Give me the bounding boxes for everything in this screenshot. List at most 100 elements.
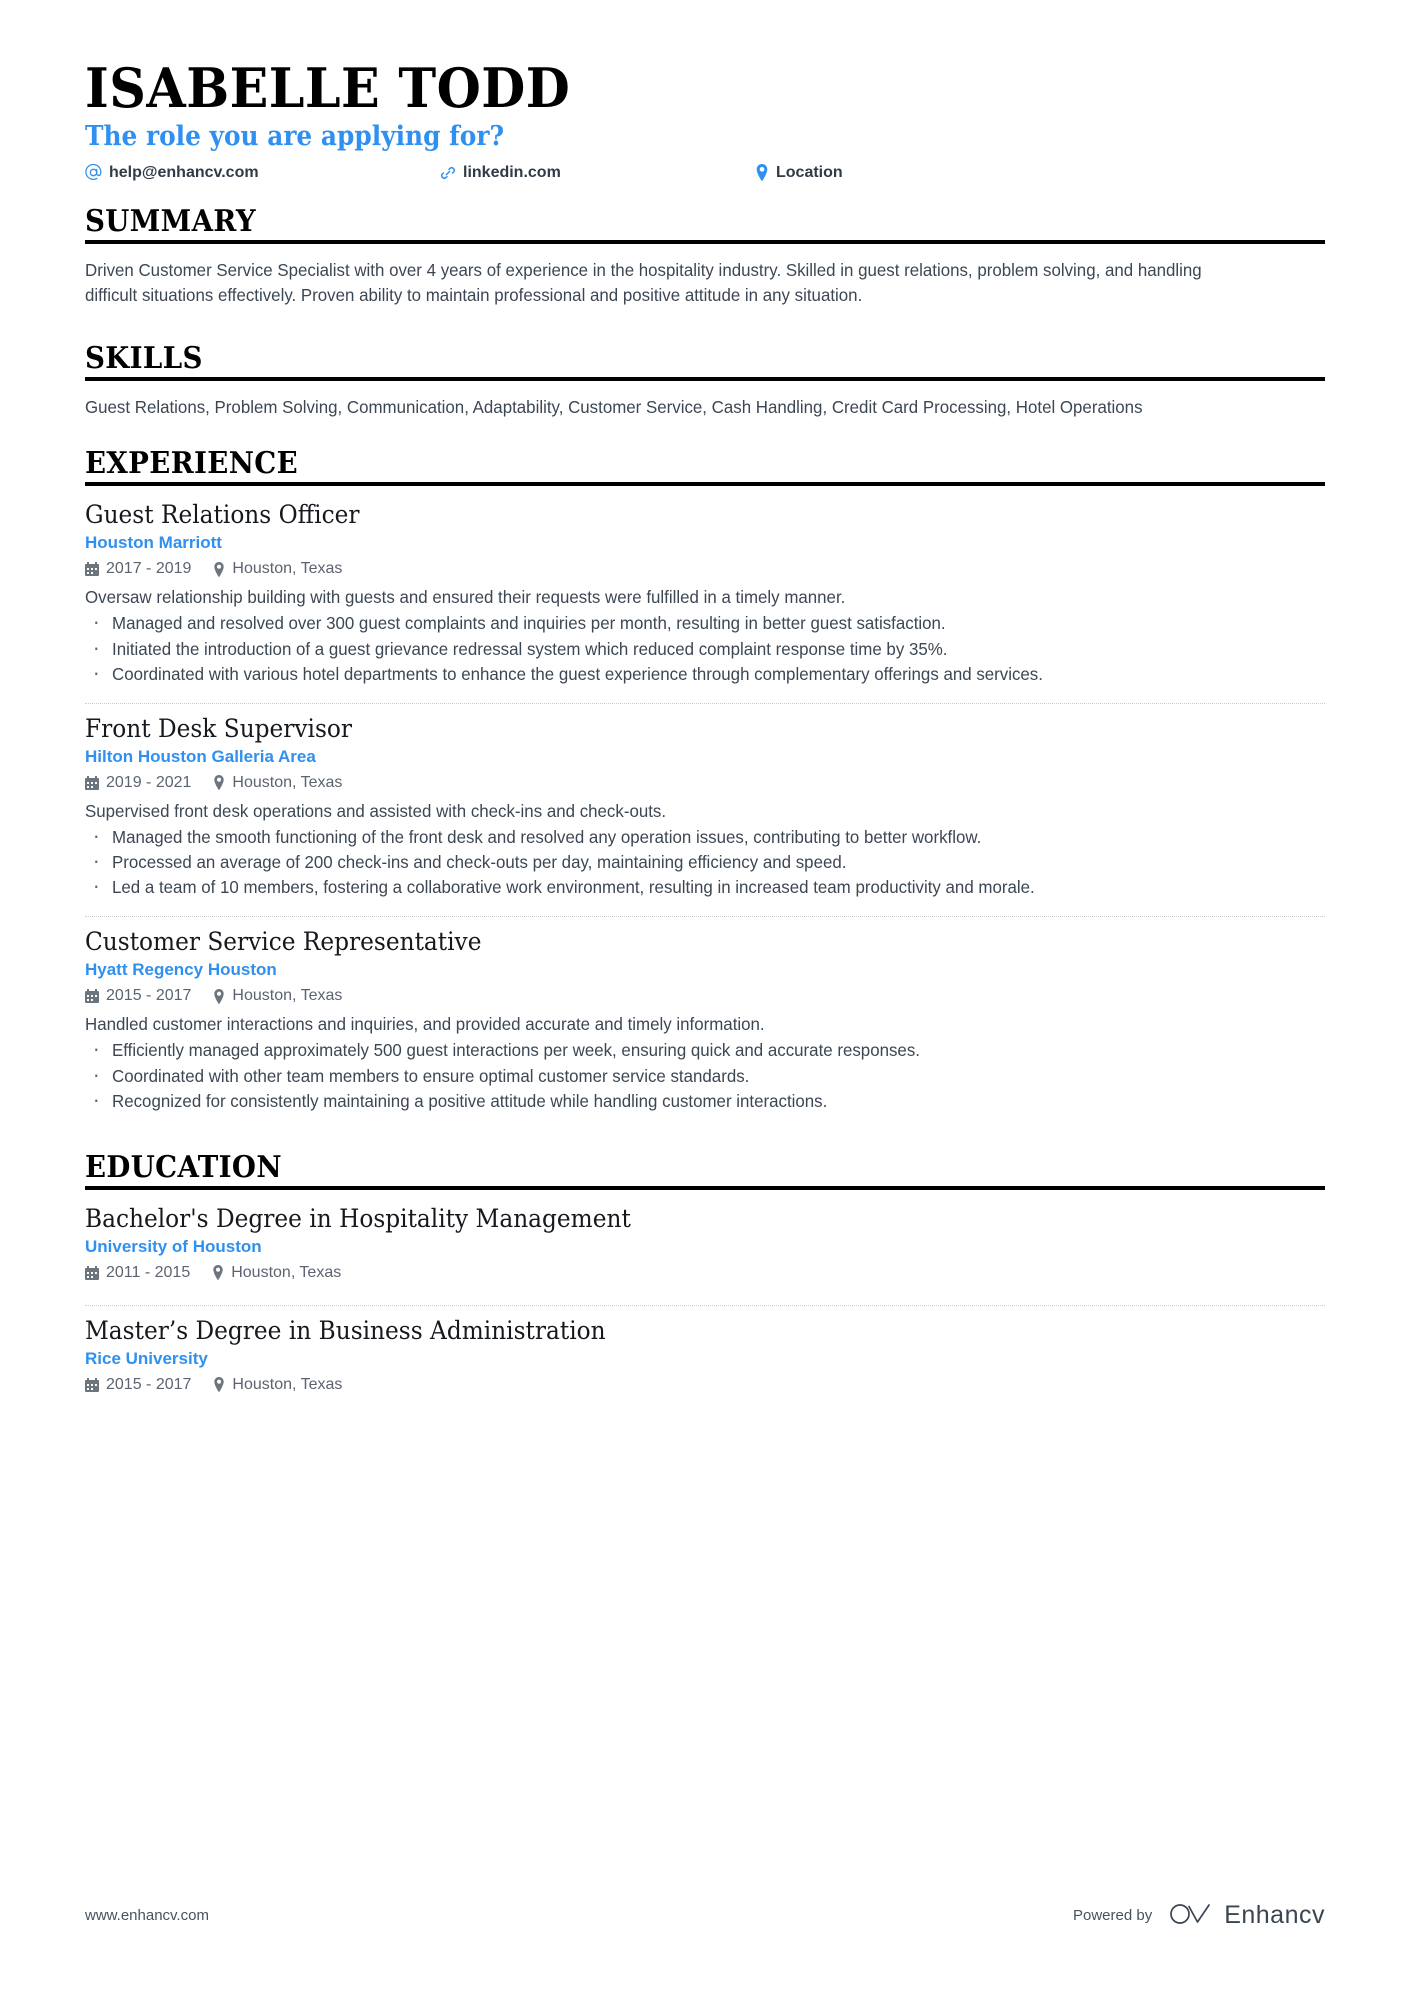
calendar-icon (85, 989, 99, 1004)
enhancv-mark-icon (1168, 1898, 1214, 1933)
meta-dates-label: 2017 - 2019 (106, 560, 192, 578)
contact-email[interactable]: help@enhancv.com (85, 164, 440, 182)
map-pin-icon (213, 775, 225, 791)
skills-text: Guest Relations, Problem Solving, Commun… (85, 397, 1143, 418)
experience-entry: Guest Relations Officer Houston Marriott… (85, 500, 1325, 693)
map-pin-icon (213, 988, 225, 1004)
meta-location-label: Houston, Texas (231, 1263, 342, 1281)
entry-meta: 2015 - 2017 Houston, Texas (85, 1376, 1325, 1394)
calendar-icon (85, 1265, 99, 1280)
meta-dates: 2015 - 2017 (85, 987, 191, 1005)
section-title-experience: EXPERIENCE (85, 446, 299, 482)
entry-description: Oversaw relationship building with guest… (85, 587, 846, 608)
experience-entry: Front Desk Supervisor Hilton Houston Gal… (85, 714, 1325, 907)
contact-email-label: help@enhancv.com (109, 163, 259, 181)
section-experience: EXPERIENCE Guest Relations Officer Houst… (85, 446, 1325, 1120)
calendar-icon (85, 562, 99, 577)
meta-dates: 2015 - 2017 (85, 1376, 191, 1394)
map-pin-icon (213, 561, 225, 577)
contact-location[interactable]: Location (755, 164, 843, 182)
section-rule (85, 482, 1325, 487)
resume-header: ISABELLE TODD The role you are applying … (85, 60, 1325, 182)
list-item: Managed the smooth functioning of the fr… (85, 822, 1257, 851)
section-skills: SKILLS Guest Relations, Problem Solving,… (85, 341, 1325, 420)
list-item: Managed and resolved over 300 guest comp… (85, 608, 1257, 637)
list-item: Led a team of 10 members, fostering a co… (85, 872, 1257, 901)
contact-linkedin-label: linkedin.com (463, 163, 561, 181)
candidate-name: ISABELLE TODD (85, 56, 571, 120)
meta-location: Houston, Texas (213, 987, 342, 1005)
meta-dates: 2019 - 2021 (85, 774, 191, 792)
degree-title: Master’s Degree in Business Administrati… (85, 1315, 606, 1345)
meta-location-label: Houston, Texas (232, 1375, 343, 1393)
entry-description: Supervised front desk operations and ass… (85, 800, 667, 821)
section-title-education: EDUCATION (85, 1149, 282, 1185)
section-rule (85, 239, 1325, 244)
job-title: Guest Relations Officer (85, 500, 360, 530)
meta-location: Houston, Texas (213, 1376, 342, 1394)
company-name[interactable]: Hilton Houston Galleria Area (85, 746, 316, 766)
entry-description: Handled customer interactions and inquir… (85, 1014, 765, 1035)
school-name[interactable]: University of Houston (85, 1236, 262, 1256)
map-pin-icon (213, 1377, 225, 1393)
job-title: Front Desk Supervisor (85, 713, 353, 743)
map-pin-icon (755, 164, 769, 182)
meta-location-label: Houston, Texas (232, 987, 343, 1005)
section-rule (85, 1185, 1325, 1190)
meta-location: Houston, Texas (212, 1264, 341, 1282)
job-title: Customer Service Representative (85, 927, 482, 957)
map-pin-icon (212, 1265, 224, 1281)
list-item: Initiated the introduction of a guest gr… (85, 633, 1257, 662)
summary-text: Driven Customer Service Specialist with … (85, 259, 1202, 305)
list-item: Efficiently managed approximately 500 gu… (85, 1035, 1257, 1064)
experience-entry: Customer Service Representative Hyatt Re… (85, 927, 1325, 1120)
candidate-role: The role you are applying for? (85, 120, 505, 152)
section-title-summary: SUMMARY (85, 203, 256, 239)
enhancv-wordmark: Enhancv (1224, 1901, 1325, 1929)
entry-meta: 2017 - 2019 Houston, Texas (85, 560, 1325, 578)
company-name[interactable]: Hyatt Regency Houston (85, 960, 277, 980)
entry-bullets: Managed the smooth functioning of the fr… (85, 822, 1300, 901)
meta-location: Houston, Texas (213, 774, 342, 792)
section-rule (85, 377, 1325, 382)
meta-dates: 2011 - 2015 (85, 1264, 190, 1282)
list-item: Processed an average of 200 check-ins an… (85, 847, 1257, 876)
page-footer: www.enhancv.com Powered by Enhancv (85, 1898, 1325, 1933)
calendar-icon (85, 1377, 99, 1392)
entry-separator (85, 702, 1325, 704)
link-icon (440, 165, 456, 181)
section-summary: SUMMARY Driven Customer Service Speciali… (85, 204, 1325, 308)
company-name[interactable]: Houston Marriott (85, 533, 222, 553)
powered-by-label: Powered by (1072, 1907, 1153, 1924)
list-item: Recognized for consistently maintaining … (85, 1086, 1257, 1115)
contact-location-label: Location (776, 163, 843, 181)
entry-meta: 2015 - 2017 Houston, Texas (85, 987, 1325, 1005)
education-entry: Bachelor's Degree in Hospitality Managem… (85, 1204, 1325, 1295)
list-item: Coordinated with other team members to e… (85, 1061, 1257, 1090)
list-item: Coordinated with various hotel departmen… (85, 659, 1257, 688)
footer-branding: Powered by Enhancv (1073, 1898, 1325, 1933)
education-entry: Master’s Degree in Business Administrati… (85, 1316, 1325, 1407)
section-title-skills: SKILLS (85, 341, 203, 377)
entry-separator (85, 916, 1325, 918)
footer-url[interactable]: www.enhancv.com (85, 1907, 209, 1924)
meta-location-label: Houston, Texas (232, 560, 343, 578)
section-education: EDUCATION Bachelor's Degree in Hospitali… (85, 1150, 1325, 1407)
entry-meta: 2011 - 2015 Houston, Texas (85, 1264, 1325, 1282)
meta-dates-label: 2015 - 2017 (106, 987, 192, 1005)
meta-dates-label: 2011 - 2015 (106, 1263, 191, 1281)
meta-dates-label: 2015 - 2017 (106, 1375, 192, 1393)
entry-bullets: Efficiently managed approximately 500 gu… (85, 1035, 1300, 1115)
meta-location: Houston, Texas (213, 560, 342, 578)
contact-linkedin[interactable]: linkedin.com (440, 164, 755, 182)
at-icon (85, 164, 102, 181)
school-name[interactable]: Rice University (85, 1348, 208, 1368)
entry-separator (85, 1304, 1325, 1306)
entry-meta: 2019 - 2021 Houston, Texas (85, 774, 1325, 792)
calendar-icon (85, 775, 99, 790)
meta-dates-label: 2019 - 2021 (106, 773, 192, 791)
meta-location-label: Houston, Texas (232, 773, 343, 791)
degree-title: Bachelor's Degree in Hospitality Managem… (85, 1203, 631, 1233)
enhancv-logo[interactable]: Enhancv (1168, 1898, 1325, 1933)
